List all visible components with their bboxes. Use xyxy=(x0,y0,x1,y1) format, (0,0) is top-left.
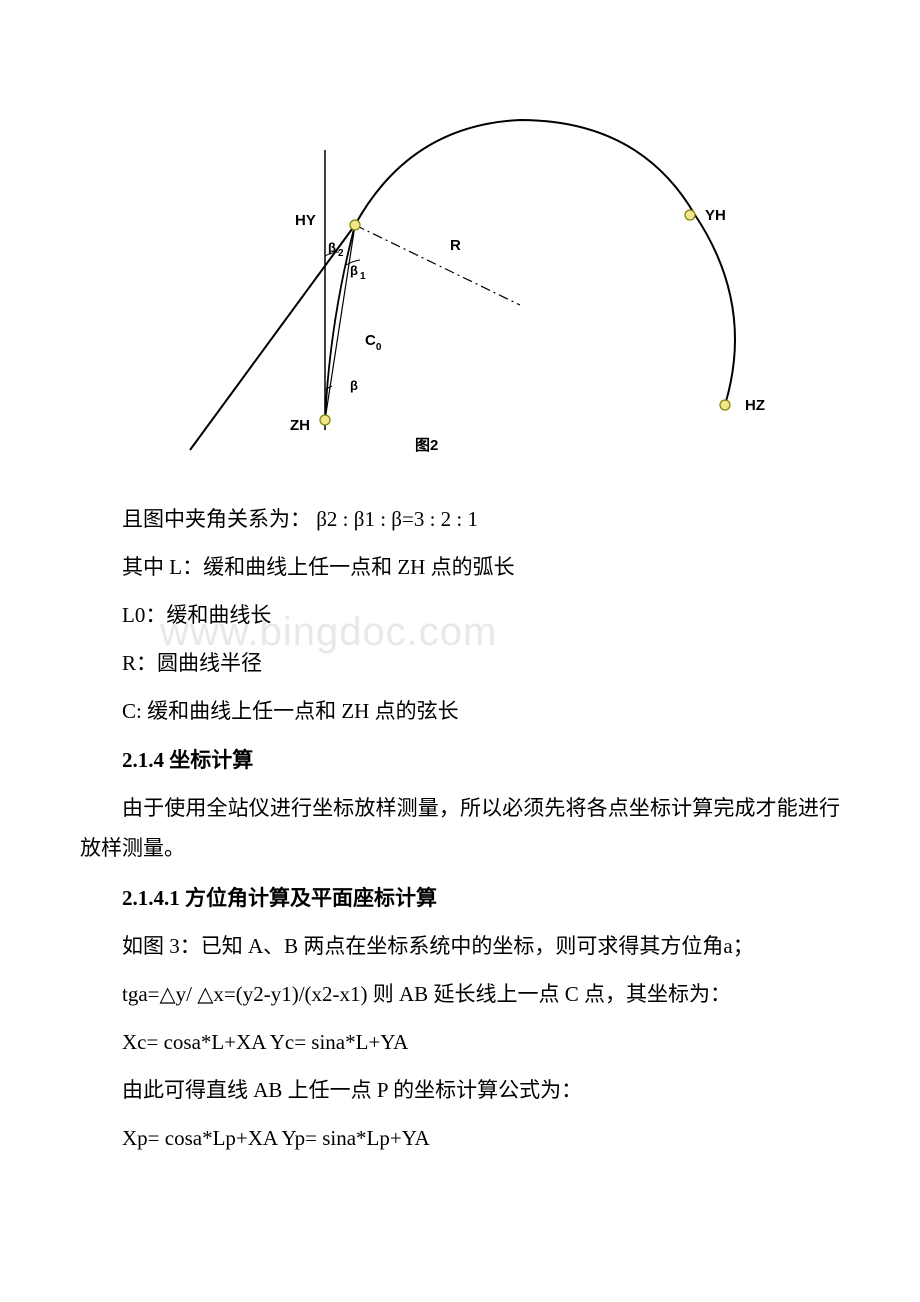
para-angle-relation: 且图中夹角关系为： β2 : β1 : β=3 : 2 : 1 xyxy=(80,500,840,540)
formula-xp-yp: Xp= cosа*Lp+XA Yp= sinа*Lp+YA xyxy=(80,1119,840,1159)
node-zh xyxy=(320,415,330,425)
heading-azimuth-calc: 2.1.4.1 方位角计算及平面座标计算 xyxy=(80,879,840,919)
para-c-definition: C: 缓和曲线上任一点和 ZH 点的弦长 xyxy=(80,692,840,732)
diagram-caption: 图2 xyxy=(415,437,438,454)
para-l0-definition: L0：缓和曲线长 xyxy=(80,596,840,636)
tangent-line xyxy=(190,225,355,450)
main-arc xyxy=(355,120,735,405)
document-body: 且图中夹角关系为： β2 : β1 : β=3 : 2 : 1 其中 L：缓和曲… xyxy=(80,500,840,1158)
label-hz: HZ xyxy=(745,397,765,414)
radius-line xyxy=(355,225,520,305)
para-coord-intro: 由于使用全站仪进行坐标放样测量，所以必须先将各点坐标计算完成才能进行放样测量。 xyxy=(80,789,840,869)
label-c0: C0 xyxy=(365,332,382,353)
angle-beta-arc xyxy=(325,386,332,390)
para-fig3-intro: 如图 3：已知 A、B 两点在坐标系统中的坐标，则可求得其方位角а； xyxy=(80,927,840,967)
node-hy xyxy=(350,220,360,230)
para-r-definition: R：圆曲线半径 xyxy=(80,644,840,684)
label-beta1: β1 xyxy=(350,263,366,282)
label-zh: ZH xyxy=(290,417,310,434)
transition-curve-diagram: HY YH HZ ZH R C0 β β1 β2 图2 xyxy=(150,80,770,460)
para-l-definition: 其中 L：缓和曲线上任一点和 ZH 点的弧长 xyxy=(80,548,840,588)
label-r: R xyxy=(450,237,461,254)
label-beta: β xyxy=(350,378,358,393)
label-hy: HY xyxy=(295,212,316,229)
node-yh xyxy=(685,210,695,220)
para-tg-formula: tgа=△y/ △x=(y2-y1)/(x2-x1) 则 AB 延长线上一点 C… xyxy=(80,975,840,1015)
formula-xc-yc: Xc= cosа*L+XA Yc= sinа*L+YA xyxy=(80,1023,840,1063)
heading-coordinate-calc: 2.1.4 坐标计算 xyxy=(80,741,840,781)
label-yh: YH xyxy=(705,207,726,224)
node-hz xyxy=(720,400,730,410)
diagram-figure-2: HY YH HZ ZH R C0 β β1 β2 图2 xyxy=(80,80,840,480)
para-ab-line: 由此可得直线 AB 上任一点 P 的坐标计算公式为： xyxy=(80,1071,840,1111)
